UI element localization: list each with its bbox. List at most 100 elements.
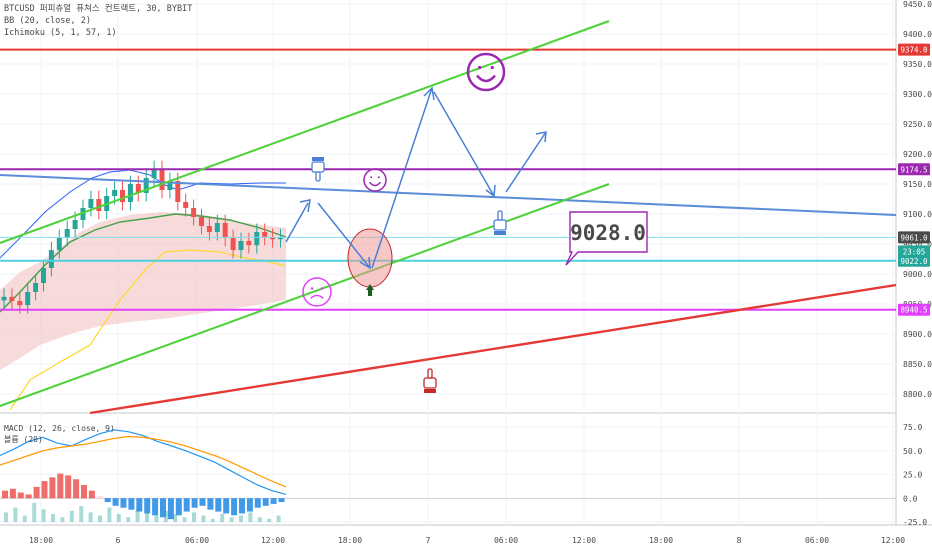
channel-lower-line[interactable] xyxy=(0,183,610,407)
candle[interactable] xyxy=(214,223,220,232)
macd-histogram-bar[interactable] xyxy=(81,484,87,499)
candle[interactable] xyxy=(25,292,31,306)
macd-histogram-bar[interactable] xyxy=(41,481,48,499)
projection-arrow-2[interactable] xyxy=(317,202,371,269)
candle[interactable] xyxy=(270,236,276,240)
macd-pane[interactable] xyxy=(0,429,896,522)
candle[interactable] xyxy=(48,250,54,268)
price-badge[interactable] xyxy=(898,245,930,258)
macd-histogram-bar[interactable] xyxy=(88,490,95,499)
macd-histogram-bar[interactable] xyxy=(136,498,143,512)
macd-histogram-bar[interactable] xyxy=(144,498,151,514)
macd-histogram-bar[interactable] xyxy=(215,498,222,512)
candle[interactable] xyxy=(135,184,141,193)
highlight-circle[interactable] xyxy=(347,228,393,288)
candle[interactable] xyxy=(96,199,102,211)
macd-histogram-bar[interactable] xyxy=(167,498,174,520)
candle[interactable] xyxy=(175,181,181,202)
projection-arrow-3[interactable] xyxy=(371,87,433,269)
candle[interactable] xyxy=(9,296,15,301)
blue-trendline[interactable] xyxy=(0,174,897,216)
macd-histogram-bar[interactable] xyxy=(152,498,159,516)
macd-histogram-bar[interactable] xyxy=(104,498,111,503)
macd-histogram-bar[interactable] xyxy=(33,486,40,499)
sad-face-icon[interactable] xyxy=(302,277,332,307)
candle[interactable] xyxy=(199,217,204,226)
price-badge[interactable] xyxy=(898,303,930,316)
ichimoku-legend[interactable]: Ichimoku (5, 1, 57, 1) xyxy=(4,28,117,38)
price-badge[interactable] xyxy=(898,43,930,56)
macd-histogram-bar[interactable] xyxy=(223,498,230,514)
candle[interactable] xyxy=(72,220,78,229)
candle[interactable] xyxy=(33,283,39,292)
macd-histogram-bar[interactable] xyxy=(262,498,269,506)
macd-histogram-bar[interactable] xyxy=(160,498,166,518)
price-badge[interactable] xyxy=(898,254,930,267)
macd-histogram-bar[interactable] xyxy=(112,498,119,506)
macd-histogram-bar[interactable] xyxy=(246,498,253,512)
candle[interactable] xyxy=(17,301,23,306)
macd-histogram-bar[interactable] xyxy=(73,479,80,499)
macd-histogram-bar[interactable] xyxy=(183,498,190,512)
projection-arrow-5[interactable] xyxy=(505,131,547,193)
candle[interactable] xyxy=(183,202,189,208)
price-badge[interactable] xyxy=(898,231,930,244)
macd-histogram-bar[interactable] xyxy=(128,498,135,510)
candle[interactable] xyxy=(64,229,70,238)
macd-histogram-bar[interactable] xyxy=(25,494,32,499)
candle[interactable] xyxy=(159,169,165,190)
macd-legend[interactable]: MACD (12, 26, close, 9) xyxy=(4,424,115,433)
projection-arrow-4[interactable] xyxy=(433,91,495,197)
macd-histogram-bar[interactable] xyxy=(270,498,277,504)
smiley-face-icon[interactable] xyxy=(466,52,506,92)
macd-histogram-bar[interactable] xyxy=(96,496,103,499)
macd-histogram-bar[interactable] xyxy=(17,492,24,499)
candles[interactable] xyxy=(1,160,284,314)
macd-histogram-bar[interactable] xyxy=(231,498,238,516)
candle[interactable] xyxy=(88,199,94,208)
price-badge[interactable] xyxy=(898,163,930,176)
price-callout[interactable]: 9028.0 xyxy=(565,211,648,266)
candle[interactable] xyxy=(1,296,7,301)
candle[interactable] xyxy=(167,181,173,190)
volume-legend[interactable]: 볼륨 (20) xyxy=(4,435,43,444)
macd-histogram-bar[interactable] xyxy=(239,498,245,514)
candle[interactable] xyxy=(41,268,46,283)
candle[interactable] xyxy=(238,241,244,250)
drawings[interactable]: 9028.0 xyxy=(0,20,897,415)
candle[interactable] xyxy=(230,238,236,250)
bb-legend[interactable]: BB (20, close, 2) xyxy=(4,16,91,26)
macd-histogram-bar[interactable] xyxy=(175,498,182,516)
candle[interactable] xyxy=(262,232,268,237)
candle[interactable] xyxy=(246,241,252,246)
macd-histogram-bar[interactable] xyxy=(199,498,206,506)
candle[interactable] xyxy=(120,190,125,202)
smiley-face-small-icon[interactable] xyxy=(363,168,387,192)
macd-histogram-bar[interactable] xyxy=(278,498,285,503)
candle[interactable] xyxy=(112,190,118,196)
candle[interactable] xyxy=(143,178,149,193)
candle[interactable] xyxy=(254,232,260,246)
pointing-hand-down-icon[interactable] xyxy=(311,157,325,182)
macd-histogram-bar[interactable] xyxy=(9,488,16,499)
candle[interactable] xyxy=(191,208,197,217)
symbol-legend[interactable]: BTCUSD 퍼피츄얼 퓨쳐스 컨트랙트, 30, BYBIT xyxy=(4,4,193,14)
candle[interactable] xyxy=(80,208,86,220)
candle[interactable] xyxy=(56,238,62,250)
candle[interactable] xyxy=(222,223,228,238)
macd-histogram-bar[interactable] xyxy=(191,498,198,508)
price-pane[interactable] xyxy=(0,0,896,413)
pointing-hand-up-red-icon[interactable] xyxy=(423,368,437,393)
candle[interactable] xyxy=(206,226,212,232)
macd-histogram-bar[interactable] xyxy=(57,473,64,499)
macd-histogram-bar[interactable] xyxy=(65,475,72,499)
macd-histogram-bar[interactable] xyxy=(49,477,56,499)
macd-histogram-bar[interactable] xyxy=(254,498,261,508)
candle[interactable] xyxy=(151,169,157,178)
candle[interactable] xyxy=(278,237,283,240)
pointing-hand-up-icon[interactable] xyxy=(493,210,507,235)
macd-histogram-bar[interactable] xyxy=(2,490,8,499)
macd-histogram-bar[interactable] xyxy=(207,498,214,510)
